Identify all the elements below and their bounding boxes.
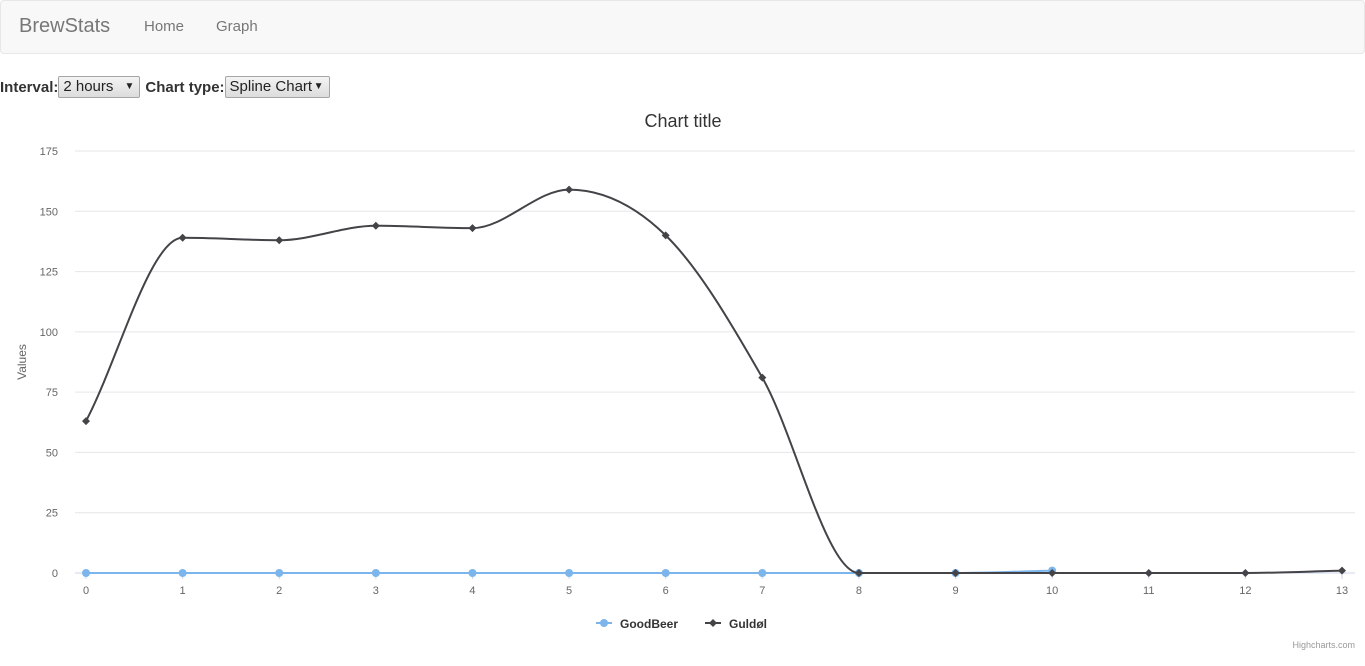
x-tick-label: 8 xyxy=(856,585,862,597)
data-point[interactable] xyxy=(1241,569,1250,577)
data-point[interactable] xyxy=(758,569,767,577)
y-tick-label: 25 xyxy=(46,508,58,520)
data-point[interactable] xyxy=(275,569,284,577)
data-point[interactable] xyxy=(468,224,477,233)
legend-item-guldol[interactable]: Guldøl xyxy=(705,617,767,631)
data-point[interactable] xyxy=(1338,566,1346,575)
chart-title: Chart title xyxy=(644,111,721,131)
legend: GoodBeer Guldøl xyxy=(596,617,767,631)
x-tick-label: 0 xyxy=(83,585,89,597)
chart-container: Chart title Values 0 25 50 75 100 125 150 175 0… xyxy=(0,100,1365,661)
legend-label-guldol: Guldøl xyxy=(729,617,767,631)
interval-select-value: 2 hours xyxy=(63,78,114,95)
x-tick-label: 11 xyxy=(1143,585,1154,597)
y-axis-title: Values xyxy=(15,344,29,380)
data-point[interactable] xyxy=(758,373,767,382)
y-tick-label: 75 xyxy=(46,387,58,399)
data-point[interactable] xyxy=(371,221,380,230)
interval-label: Interval: xyxy=(0,78,59,96)
x-tick-label: 12 xyxy=(1239,585,1251,597)
chart-type-select[interactable]: Spline Chart ▼ xyxy=(224,76,330,98)
x-axis-ticks: 0 1 2 3 4 5 6 7 8 9 10 11 12 13 xyxy=(83,573,1348,597)
data-point[interactable] xyxy=(565,185,574,194)
data-point[interactable] xyxy=(661,231,670,240)
x-tick-label: 4 xyxy=(469,585,475,597)
data-point[interactable] xyxy=(468,569,477,577)
data-point[interactable] xyxy=(1048,569,1057,577)
x-tick-label: 1 xyxy=(180,585,186,597)
chart-controls: Interval: 2 hours ▼ Chart type: Spline C… xyxy=(0,76,330,98)
data-point[interactable] xyxy=(275,236,284,245)
data-point[interactable] xyxy=(82,569,90,577)
x-tick-label: 5 xyxy=(566,585,572,597)
credits-link[interactable]: Highcharts.com xyxy=(1292,640,1355,650)
grid-lines xyxy=(75,150,1355,574)
data-point[interactable] xyxy=(1144,569,1153,577)
y-tick-label: 0 xyxy=(52,568,58,580)
x-tick-label: 13 xyxy=(1336,585,1348,597)
series-guldol xyxy=(82,185,1346,577)
series-goodbeer xyxy=(82,566,1057,577)
x-tick-label: 9 xyxy=(952,585,958,597)
legend-label-goodbeer: GoodBeer xyxy=(620,617,678,631)
x-tick-label: 3 xyxy=(373,585,379,597)
y-tick-label: 100 xyxy=(40,327,58,339)
x-tick-label: 10 xyxy=(1046,585,1058,597)
y-axis-ticks: 0 25 50 75 100 125 150 175 xyxy=(40,146,58,580)
y-tick-label: 50 xyxy=(46,447,58,459)
x-tick-label: 2 xyxy=(276,585,282,597)
data-point[interactable] xyxy=(661,569,670,577)
data-point[interactable] xyxy=(854,569,863,577)
legend-item-goodbeer[interactable]: GoodBeer xyxy=(596,617,678,631)
y-tick-label: 125 xyxy=(40,267,58,279)
x-tick-label: 6 xyxy=(663,585,669,597)
series-line xyxy=(85,188,1343,575)
y-tick-label: 175 xyxy=(40,146,58,158)
data-point[interactable] xyxy=(178,569,187,577)
y-tick-label: 150 xyxy=(40,206,58,218)
nav-link-home[interactable]: Home xyxy=(144,18,185,35)
x-tick-label: 7 xyxy=(759,585,765,597)
chart-type-select-value: Spline Chart xyxy=(229,78,313,95)
interval-select[interactable]: 2 hours ▼ xyxy=(58,76,141,98)
data-point[interactable] xyxy=(565,569,574,577)
series-plot xyxy=(82,185,1346,577)
chevron-down-icon: ▼ xyxy=(124,81,135,92)
navbar: BrewStats Home Graph xyxy=(0,0,1365,54)
data-point[interactable] xyxy=(82,417,90,426)
nav-link-graph[interactable]: Graph xyxy=(216,18,258,35)
data-point[interactable] xyxy=(178,233,187,242)
chart-type-label: Chart type: xyxy=(145,78,225,96)
data-point[interactable] xyxy=(371,569,380,577)
chevron-down-icon: ▼ xyxy=(313,81,324,92)
brand-link[interactable]: BrewStats xyxy=(19,15,111,37)
data-point[interactable] xyxy=(951,569,960,577)
